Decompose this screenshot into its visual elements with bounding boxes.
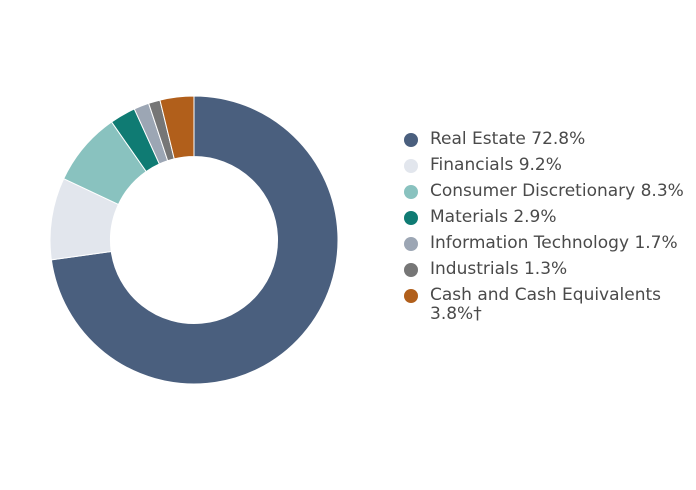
legend-label-5: Information Technology 1.7% xyxy=(430,233,678,253)
legend-item-3: Consumer Discretionary 8.3% xyxy=(404,182,689,201)
legend-swatch-7 xyxy=(404,289,418,303)
legend-swatch-4 xyxy=(404,211,418,225)
legend-swatch-5 xyxy=(404,237,418,251)
donut-slice-1 xyxy=(50,95,339,385)
legend-label-3: Consumer Discretionary 8.3% xyxy=(430,181,684,201)
legend-swatch-6 xyxy=(404,263,418,277)
legend-item-6: Industrials 1.3% xyxy=(404,260,689,279)
legend-label-2: Financials 9.2% xyxy=(430,155,562,175)
chart-legend: Real Estate 72.8% Financials 9.2% Consumer… xyxy=(404,130,689,331)
legend-item-5: Information Technology 1.7% xyxy=(404,234,689,253)
legend-item-7: Cash and Cash Equivalents 3.8%† xyxy=(404,286,689,324)
legend-label-1: Real Estate 72.8% xyxy=(430,129,586,149)
legend-swatch-3 xyxy=(404,185,418,199)
legend-label-7: Cash and Cash Equivalents 3.8%† xyxy=(430,285,662,324)
legend-item-4: Materials 2.9% xyxy=(404,208,689,227)
legend-swatch-1 xyxy=(404,133,418,147)
legend-item-2: Financials 9.2% xyxy=(404,156,689,175)
legend-label-4: Materials 2.9% xyxy=(430,207,557,227)
donut-slice-7 xyxy=(159,95,195,160)
legend-item-1: Real Estate 72.8% xyxy=(404,130,689,149)
legend-swatch-2 xyxy=(404,159,418,173)
legend-label-6: Industrials 1.3% xyxy=(430,259,568,279)
